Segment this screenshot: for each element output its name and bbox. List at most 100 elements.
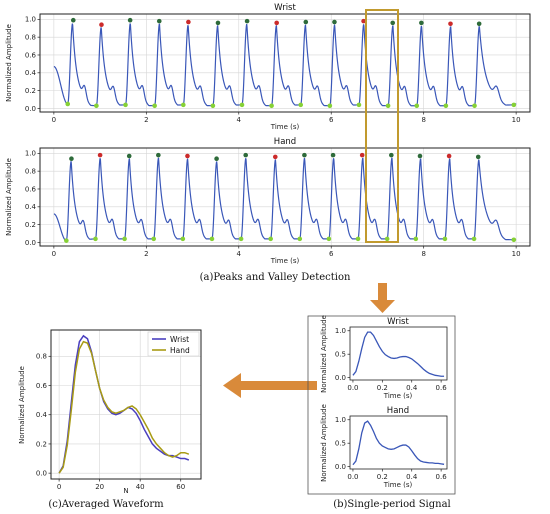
hand-valley-marker: [209, 236, 215, 242]
wrist-valley-marker: [152, 103, 157, 109]
wrist-valley-marker: [385, 103, 391, 109]
averaged-ytick-label: 0.0: [36, 470, 47, 478]
single-wrist-ytick-label: 0.5: [335, 351, 346, 359]
hand-peak-marker: [272, 154, 278, 160]
wrist-panel-title: Wrist: [274, 3, 296, 13]
hand-peak-marker: [330, 152, 336, 158]
hand-peak-marker: [185, 153, 190, 159]
hand-peak-marker: [243, 152, 249, 158]
hand-xtick-label: 0: [52, 250, 56, 258]
single-hand-xtick-label: 0.2: [377, 473, 388, 481]
legend-wrist-label: Wrist: [170, 335, 189, 344]
averaged-xtick-label: 60: [176, 483, 185, 491]
hand-peak-marker: [214, 156, 219, 161]
wrist-ytick-label: 0.6: [25, 51, 37, 59]
single-wrist-line: [352, 331, 445, 377]
hand-valley-marker: [151, 236, 157, 242]
wrist-ylabel: Normalized Amplitude: [5, 24, 13, 102]
wrist-peak-marker: [215, 20, 221, 26]
wrist-valley-marker: [65, 101, 71, 107]
wrist-ytick-label: 0.0: [25, 105, 36, 113]
wrist-signal-panel: Wrist 0 2 4 6 8 10 0.0 0.2 0.4 0.6 0.8 1.0 Time (s)…: [5, 3, 531, 131]
single-hand-ytick-label: 0.5: [335, 440, 346, 448]
hand-ytick-label: 0.8: [25, 168, 36, 176]
wrist-xtick-label: 4: [237, 116, 242, 124]
wrist-peak-marker: [332, 19, 337, 25]
wrist-grid: [40, 14, 530, 112]
legend-box: [147, 331, 200, 357]
wrist-valley-marker: [327, 103, 333, 109]
wrist-plot-frame: [39, 13, 531, 113]
averaged-xtick-label: 40: [136, 483, 145, 491]
wrist-xtick-label: 8: [421, 116, 425, 124]
wrist-valley-marker: [123, 102, 128, 108]
wrist-xtick-label: 10: [512, 116, 521, 124]
hand-peak-marker: [359, 152, 365, 158]
averaged-ylabel: Normalized Amplitude: [18, 366, 26, 444]
averaged-ytick-label: 0.6: [36, 382, 48, 390]
averaged-axis-ticks: 0 20 40 60 0.0 0.2 0.4 0.6 0.8: [36, 353, 185, 491]
hand-valley-marker: [297, 236, 303, 242]
wrist-peak-marker: [99, 22, 104, 27]
single-wrist-axis-ticks: 0.0 0.2 0.4 0.6 0.0 0.5 1.0: [335, 327, 447, 392]
hand-ylabel: Normalized Amplitude: [5, 158, 13, 236]
left-arrow: [223, 373, 317, 398]
wrist-xtick-label: 0: [52, 116, 56, 124]
single-wrist-xtick-label: 0.6: [436, 384, 448, 392]
single-hand-xtick-label: 0.4: [406, 473, 418, 481]
legend: Wrist Hand: [147, 331, 200, 357]
hand-xtick-label: 8: [421, 250, 425, 258]
single-hand-ylabel: Normalized Amplitude: [320, 404, 328, 482]
hand-valley-marker: [442, 236, 448, 242]
hand-xlabel: Time (s): [270, 257, 300, 265]
hand-xtick-label: 6: [329, 250, 334, 258]
single-hand-xtick-label: 0.6: [436, 473, 448, 481]
single-hand-title: Hand: [387, 406, 409, 416]
wrist-peak-marker: [448, 21, 453, 27]
wrist-valley-marker: [511, 102, 517, 108]
averaged-xtick-label: 20: [95, 483, 104, 491]
wrist-peak-marker: [303, 19, 309, 25]
hand-grid: [40, 148, 530, 246]
wrist-valley-marker: [472, 103, 477, 109]
hand-ytick-label: 0.4: [25, 203, 37, 211]
single-wrist-xtick-label: 0.4: [406, 384, 418, 392]
hand-valley-marker: [64, 238, 69, 243]
wrist-xtick-label: 6: [329, 116, 334, 124]
hand-peak-marker: [446, 153, 452, 159]
selected-period-highlight: [365, 9, 399, 243]
wrist-peak-marker: [127, 17, 133, 23]
wrist-axis-ticks: 0 2 4 6 8 10 0.0 0.2 0.4 0.6 0.8 1.0: [25, 16, 521, 124]
hand-xtick-label: 10: [512, 250, 521, 258]
hand-ytick-label: 0.0: [25, 239, 36, 247]
hand-ytick-label: 0.2: [25, 221, 36, 229]
single-hand-ytick-label: 1.0: [335, 416, 346, 424]
wrist-valley-marker: [414, 103, 420, 109]
caption-b: (b)Single-period Signal: [333, 499, 451, 510]
wrist-ytick-label: 0.2: [25, 87, 36, 95]
wrist-peak-marker: [476, 21, 482, 27]
hand-peak-marker: [475, 154, 481, 160]
hand-peak-marker: [156, 152, 161, 158]
hand-valley-marker: [384, 236, 390, 242]
hand-valley-marker: [413, 236, 419, 242]
averaged-plot-frame: [50, 329, 202, 480]
hand-valley-marker: [471, 236, 477, 242]
single-wrist-xlabel: Time (s): [383, 392, 413, 400]
hand-valley-marker: [180, 236, 186, 242]
hand-ytick-label: 1.0: [25, 150, 36, 158]
hand-xtick-label: 2: [144, 250, 148, 258]
wrist-peak-marker: [274, 20, 279, 26]
averaged-waveform-panel: 0 20 40 60 0.0 0.2 0.4 0.6 0.8 Wrist Hand N Norm…: [18, 329, 202, 495]
wrist-valley-marker: [269, 103, 274, 109]
single-hand-xlabel: Time (s): [383, 481, 413, 489]
hand-valley-marker: [355, 236, 361, 242]
wrist-peak-marker: [244, 18, 250, 24]
hand-peak-marker: [69, 156, 74, 161]
hand-valley-marker: [122, 236, 127, 242]
single-wrist-title: Wrist: [387, 317, 409, 327]
wrist-xlabel: Time (s): [270, 123, 300, 131]
hand-panel-title: Hand: [274, 137, 296, 147]
averaged-ytick-label: 0.4: [36, 411, 48, 419]
